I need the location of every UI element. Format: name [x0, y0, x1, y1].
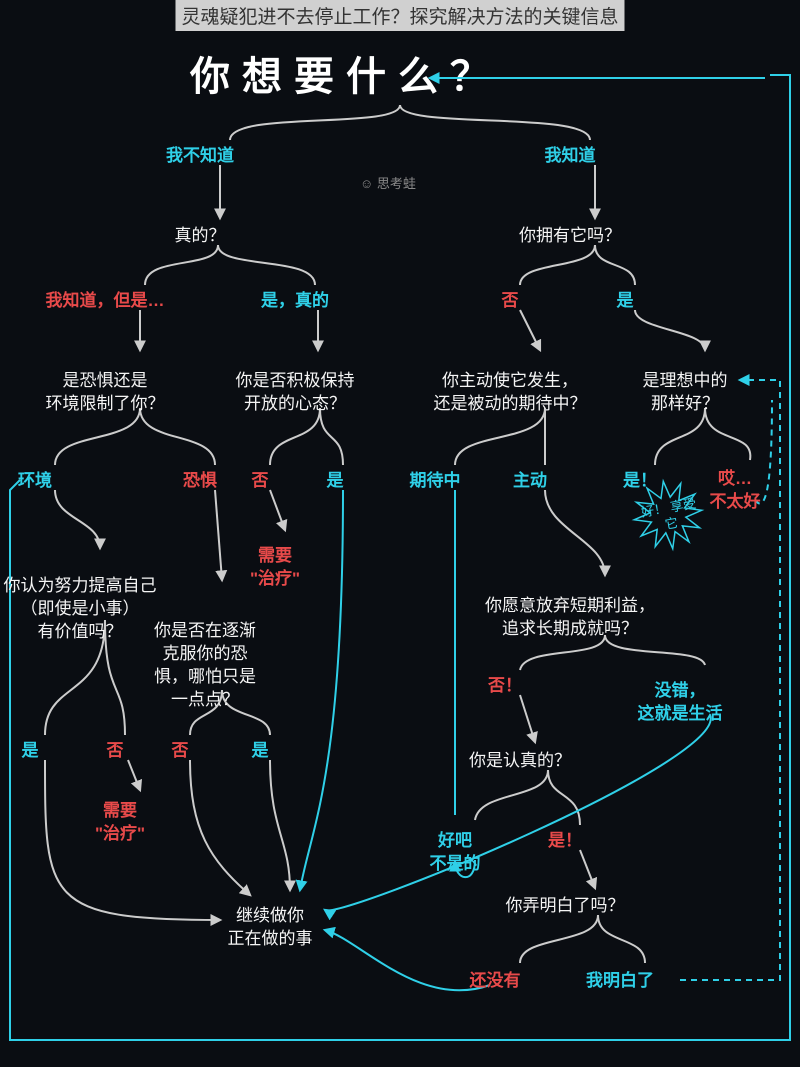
node-thats_life: 没错， 这就是生活: [638, 680, 723, 726]
node-yes3: 是！: [623, 470, 657, 493]
node-continue: 继续做你 正在做的事: [228, 905, 313, 951]
node-improve: 你认为努力提高自己 （即使是小事） 有价值吗？: [4, 575, 157, 644]
node-yes4: 是: [22, 740, 39, 763]
node-env: 环境: [18, 470, 52, 493]
node-no1: 否: [502, 290, 519, 313]
node-have_it: 你拥有它吗？: [519, 225, 621, 248]
node-serious: 你是认真的？: [469, 750, 571, 773]
node-know: 我知道: [545, 145, 596, 168]
node-waiting: 期待中: [410, 470, 461, 493]
main-title: 你想要什么？: [190, 50, 502, 104]
node-no5: 否: [172, 740, 189, 763]
node-not_good: 哎… 不太好: [710, 468, 761, 514]
node-overcome: 你是否在逐渐 克服你的恐 惧，哪怕只是 一点点？: [154, 620, 256, 712]
node-yes1: 是: [617, 290, 634, 313]
node-understood: 我明白了: [586, 970, 654, 993]
node-no2: 否: [252, 470, 269, 493]
node-open_mind: 你是否积极保持 开放的心态？: [236, 370, 355, 416]
node-fear: 恐惧: [183, 470, 217, 493]
node-no4: 否: [107, 740, 124, 763]
node-therapy2: 需要 "治疗": [95, 800, 145, 846]
node-ok_no: 好吧 不是的: [430, 830, 481, 876]
node-long_term: 你愿意放弃短期利益， 追求长期成就吗？: [485, 595, 655, 641]
node-really: 真的？: [175, 225, 226, 248]
credit-label: ☺ 思考蛙: [360, 175, 416, 193]
node-active: 主动: [513, 470, 547, 493]
flowchart-edges: [0, 0, 800, 1067]
node-not_yet: 还没有: [470, 970, 521, 993]
node-yes5: 是: [252, 740, 269, 763]
node-yes2: 是: [327, 470, 344, 493]
starburst-label: 好！ 享受它: [638, 495, 703, 536]
node-figured: 你弄明白了吗？: [506, 895, 625, 918]
node-know_but: 我知道，但是…: [46, 290, 165, 313]
node-fear_env: 是恐惧还是 环境限制了你？: [46, 370, 165, 416]
node-therapy1: 需要 "治疗": [250, 545, 300, 591]
node-yes6: 是！: [548, 830, 582, 853]
node-dont_know: 我不知道: [166, 145, 234, 168]
node-ideal: 是理想中的 那样好？: [643, 370, 728, 416]
node-active_passive: 你主动使它发生， 还是被动的期待中？: [434, 370, 587, 416]
page-banner: 灵魂疑犯进不去停止工作？探究解决方法的关键信息: [175, 0, 624, 31]
node-yes_real: 是，真的: [261, 290, 329, 313]
node-no3: 否！: [488, 675, 522, 698]
